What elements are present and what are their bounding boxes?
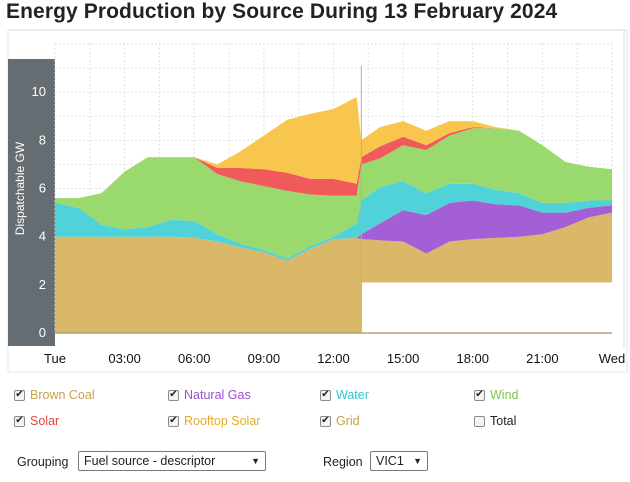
y-tick-label: 0: [39, 325, 46, 340]
page-title: Energy Production by Source During 13 Fe…: [6, 0, 558, 23]
region-select[interactable]: VIC1 ▼: [370, 451, 428, 471]
chart-area: Dispatchable GW 0 2 4 6 8 10 12 Tue 03:00 06:00 09:…: [0, 28, 630, 374]
y-tick-label: 12: [32, 36, 46, 51]
legend-label-wind: Wind: [490, 388, 519, 402]
grouping-select-value: Fuel source - descriptor: [84, 454, 216, 468]
checkbox-wind[interactable]: ✔: [474, 389, 485, 401]
checkbox-brown-coal[interactable]: ✔: [14, 389, 25, 401]
legend-item-water[interactable]: ✔ Water: [320, 388, 369, 402]
legend-label-water: Water: [336, 388, 369, 402]
region-label: Region: [323, 455, 363, 469]
y-tick-label: 6: [39, 181, 46, 196]
legend: ✔ Brown Coal ✔ Natural Gas ✔ Water ✔ Win…: [14, 388, 624, 434]
y-tick-label: 10: [32, 84, 46, 99]
y-tick-label: 4: [39, 229, 46, 244]
checkbox-rooftop-solar[interactable]: ✔: [168, 415, 179, 427]
legend-item-total[interactable]: Total: [474, 414, 516, 428]
checkbox-water[interactable]: ✔: [320, 389, 331, 401]
energy-chart: Dispatchable GW 0 2 4 6 8 10 12 Tue 03:00 06:00 09:…: [7, 29, 628, 373]
y-tick-label: 2: [39, 277, 46, 292]
grouping-select[interactable]: Fuel source - descriptor ▼: [78, 451, 266, 471]
grouping-label: Grouping: [17, 455, 69, 469]
legend-label-natural-gas: Natural Gas: [184, 388, 251, 402]
checkbox-natural-gas[interactable]: ✔: [168, 389, 179, 401]
legend-item-solar[interactable]: ✔ Solar: [14, 414, 59, 428]
x-tick-label: 03:00: [108, 351, 141, 366]
x-tick-label: 15:00: [387, 351, 420, 366]
legend-item-rooftop-solar[interactable]: ✔ Rooftop Solar: [168, 414, 260, 428]
area-natural-gas: [55, 200, 612, 261]
chevron-down-icon: ▼: [413, 456, 422, 466]
white-cover: [361, 282, 613, 334]
legend-item-grid[interactable]: ✔ Grid: [320, 414, 360, 428]
legend-label-grid: Grid: [336, 414, 360, 428]
controls-bar: Grouping Fuel source - descriptor ▼ Regi…: [17, 451, 617, 475]
checkbox-solar[interactable]: ✔: [14, 415, 25, 427]
checkbox-grid[interactable]: ✔: [320, 415, 331, 427]
legend-item-natural-gas[interactable]: ✔ Natural Gas: [168, 388, 251, 402]
legend-item-brown-coal[interactable]: ✔ Brown Coal: [14, 388, 95, 402]
x-tick-label: Tue: [44, 351, 66, 366]
legend-label-solar: Solar: [30, 414, 60, 428]
x-tick-label: 06:00: [178, 351, 211, 366]
area-rooftop-solar: [55, 97, 612, 199]
x-tick-label: 12:00: [317, 351, 350, 366]
area-solar: [55, 127, 612, 199]
x-tick-label: Wed: [599, 351, 626, 366]
x-tick-label: 09:00: [248, 351, 281, 366]
x-tick-label: 21:00: [526, 351, 559, 366]
y-tick-label: 8: [39, 132, 46, 147]
area-wind: [55, 128, 612, 259]
region-select-value: VIC1: [376, 454, 404, 468]
legend-label-total: Total: [490, 414, 517, 428]
legend-label-rooftop-solar: Rooftop Solar: [184, 414, 261, 428]
checkbox-total[interactable]: [474, 415, 485, 427]
y-axis-label: Dispatchable GW: [13, 141, 27, 235]
y-axis-band: [8, 59, 55, 346]
legend-label-brown-coal: Brown Coal: [30, 388, 95, 402]
x-tick-label: 18:00: [456, 351, 489, 366]
chevron-down-icon: ▼: [251, 456, 260, 466]
legend-item-wind[interactable]: ✔ Wind: [474, 388, 518, 402]
